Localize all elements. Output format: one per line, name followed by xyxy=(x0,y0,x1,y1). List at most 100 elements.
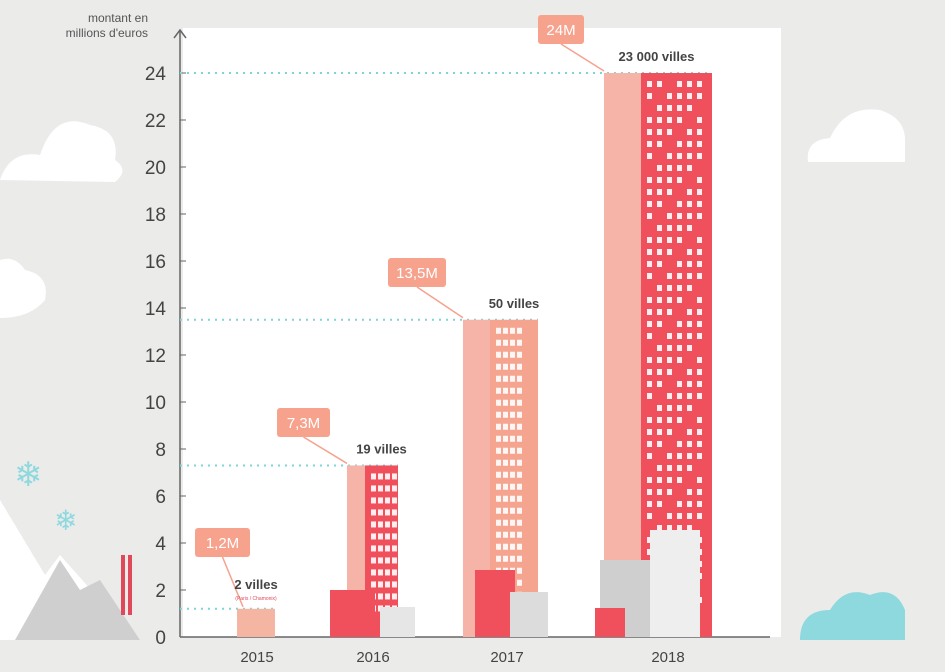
bar-window xyxy=(677,237,682,243)
bar-window xyxy=(657,381,662,387)
house-icon xyxy=(510,592,548,637)
bar-window xyxy=(687,513,692,519)
bar-window xyxy=(647,117,652,123)
y-axis-title-line: montant en xyxy=(88,11,148,25)
bar-window xyxy=(687,441,692,447)
bar-window xyxy=(697,81,702,87)
city-count-label: 2 villes xyxy=(234,577,277,592)
bar-window xyxy=(677,261,682,267)
y-tick-label: 0 xyxy=(155,628,166,649)
bar-window xyxy=(647,273,652,279)
bar-window xyxy=(510,351,515,358)
bar-window xyxy=(657,225,662,231)
bar-window xyxy=(392,569,397,576)
bar-window xyxy=(687,225,692,231)
bar-window xyxy=(503,351,508,358)
house-icon xyxy=(475,570,515,637)
bar-window xyxy=(697,153,702,159)
bar-window xyxy=(647,513,652,519)
bar-window xyxy=(503,459,508,466)
bar-window xyxy=(385,593,390,600)
bar-window xyxy=(667,405,672,411)
ski-icon xyxy=(121,555,125,615)
bar-window xyxy=(657,465,662,471)
bar-window xyxy=(385,485,390,492)
bar-window xyxy=(496,459,501,466)
bar-window xyxy=(647,189,652,195)
bar-window xyxy=(667,153,672,159)
bar-window xyxy=(647,261,652,267)
bar-window xyxy=(677,201,682,207)
label-connector xyxy=(221,556,244,608)
bar-window xyxy=(503,435,508,442)
bar-window xyxy=(687,141,692,147)
bar-window xyxy=(697,369,702,375)
bar-window xyxy=(657,177,662,183)
bar-window xyxy=(385,545,390,552)
bar-window xyxy=(371,545,376,552)
bar-window xyxy=(687,249,692,255)
bar-window xyxy=(677,441,682,447)
label-connector xyxy=(416,286,464,319)
bar-window xyxy=(496,471,501,478)
bar-window xyxy=(647,249,652,255)
bar-window xyxy=(647,429,652,435)
bar-window xyxy=(697,321,702,327)
bar-window xyxy=(687,309,692,315)
bar-window xyxy=(697,237,702,243)
cloud-icon xyxy=(0,121,123,182)
city-count-label: 23 000 villes xyxy=(619,49,695,64)
bar-window xyxy=(667,297,672,303)
bar-window xyxy=(697,393,702,399)
bar-window xyxy=(697,141,702,147)
bar-window xyxy=(371,569,376,576)
value-label-box xyxy=(195,528,250,557)
bar-window xyxy=(647,369,652,375)
bar-window xyxy=(503,387,508,394)
bar-window xyxy=(496,495,501,502)
cloud-icon xyxy=(0,258,46,318)
label-connector xyxy=(560,43,605,72)
bar-window xyxy=(677,141,682,147)
snowflake-icon: ❄ xyxy=(54,505,77,536)
bar-window xyxy=(496,339,501,346)
bar-window xyxy=(667,393,672,399)
bar-window xyxy=(657,321,662,327)
bar-window xyxy=(697,189,702,195)
bar-window xyxy=(371,521,376,528)
bar-window xyxy=(517,531,522,538)
bar-window xyxy=(697,453,702,459)
bar-window xyxy=(667,417,672,423)
bar-window xyxy=(647,81,652,87)
y-tick-label: 6 xyxy=(155,487,166,508)
y-tick-label: 4 xyxy=(155,534,166,555)
y-tick-label: 24 xyxy=(145,64,167,85)
bar-window xyxy=(503,411,508,418)
bar-window xyxy=(677,117,682,123)
bar-window xyxy=(687,405,692,411)
bar-window xyxy=(697,501,702,507)
bar-window xyxy=(378,557,383,564)
bar-window xyxy=(667,429,672,435)
bar-window xyxy=(677,393,682,399)
label-connector xyxy=(303,436,348,465)
bar-window xyxy=(392,485,397,492)
bar-window xyxy=(510,507,515,514)
value-label: 13,5M xyxy=(396,265,438,282)
bar-window xyxy=(697,417,702,423)
bar-window xyxy=(687,381,692,387)
bar-window xyxy=(517,519,522,526)
bar-window xyxy=(667,273,672,279)
city-count-label: 19 villes xyxy=(356,441,407,456)
bar-window xyxy=(697,429,702,435)
bar-window xyxy=(647,333,652,339)
bar-window xyxy=(378,521,383,528)
bar-window xyxy=(657,441,662,447)
bar-window xyxy=(667,465,672,471)
y-tick-label: 8 xyxy=(155,440,166,461)
bar-window xyxy=(378,569,383,576)
bar-window xyxy=(687,261,692,267)
bar-window xyxy=(496,351,501,358)
bar-window xyxy=(647,321,652,327)
